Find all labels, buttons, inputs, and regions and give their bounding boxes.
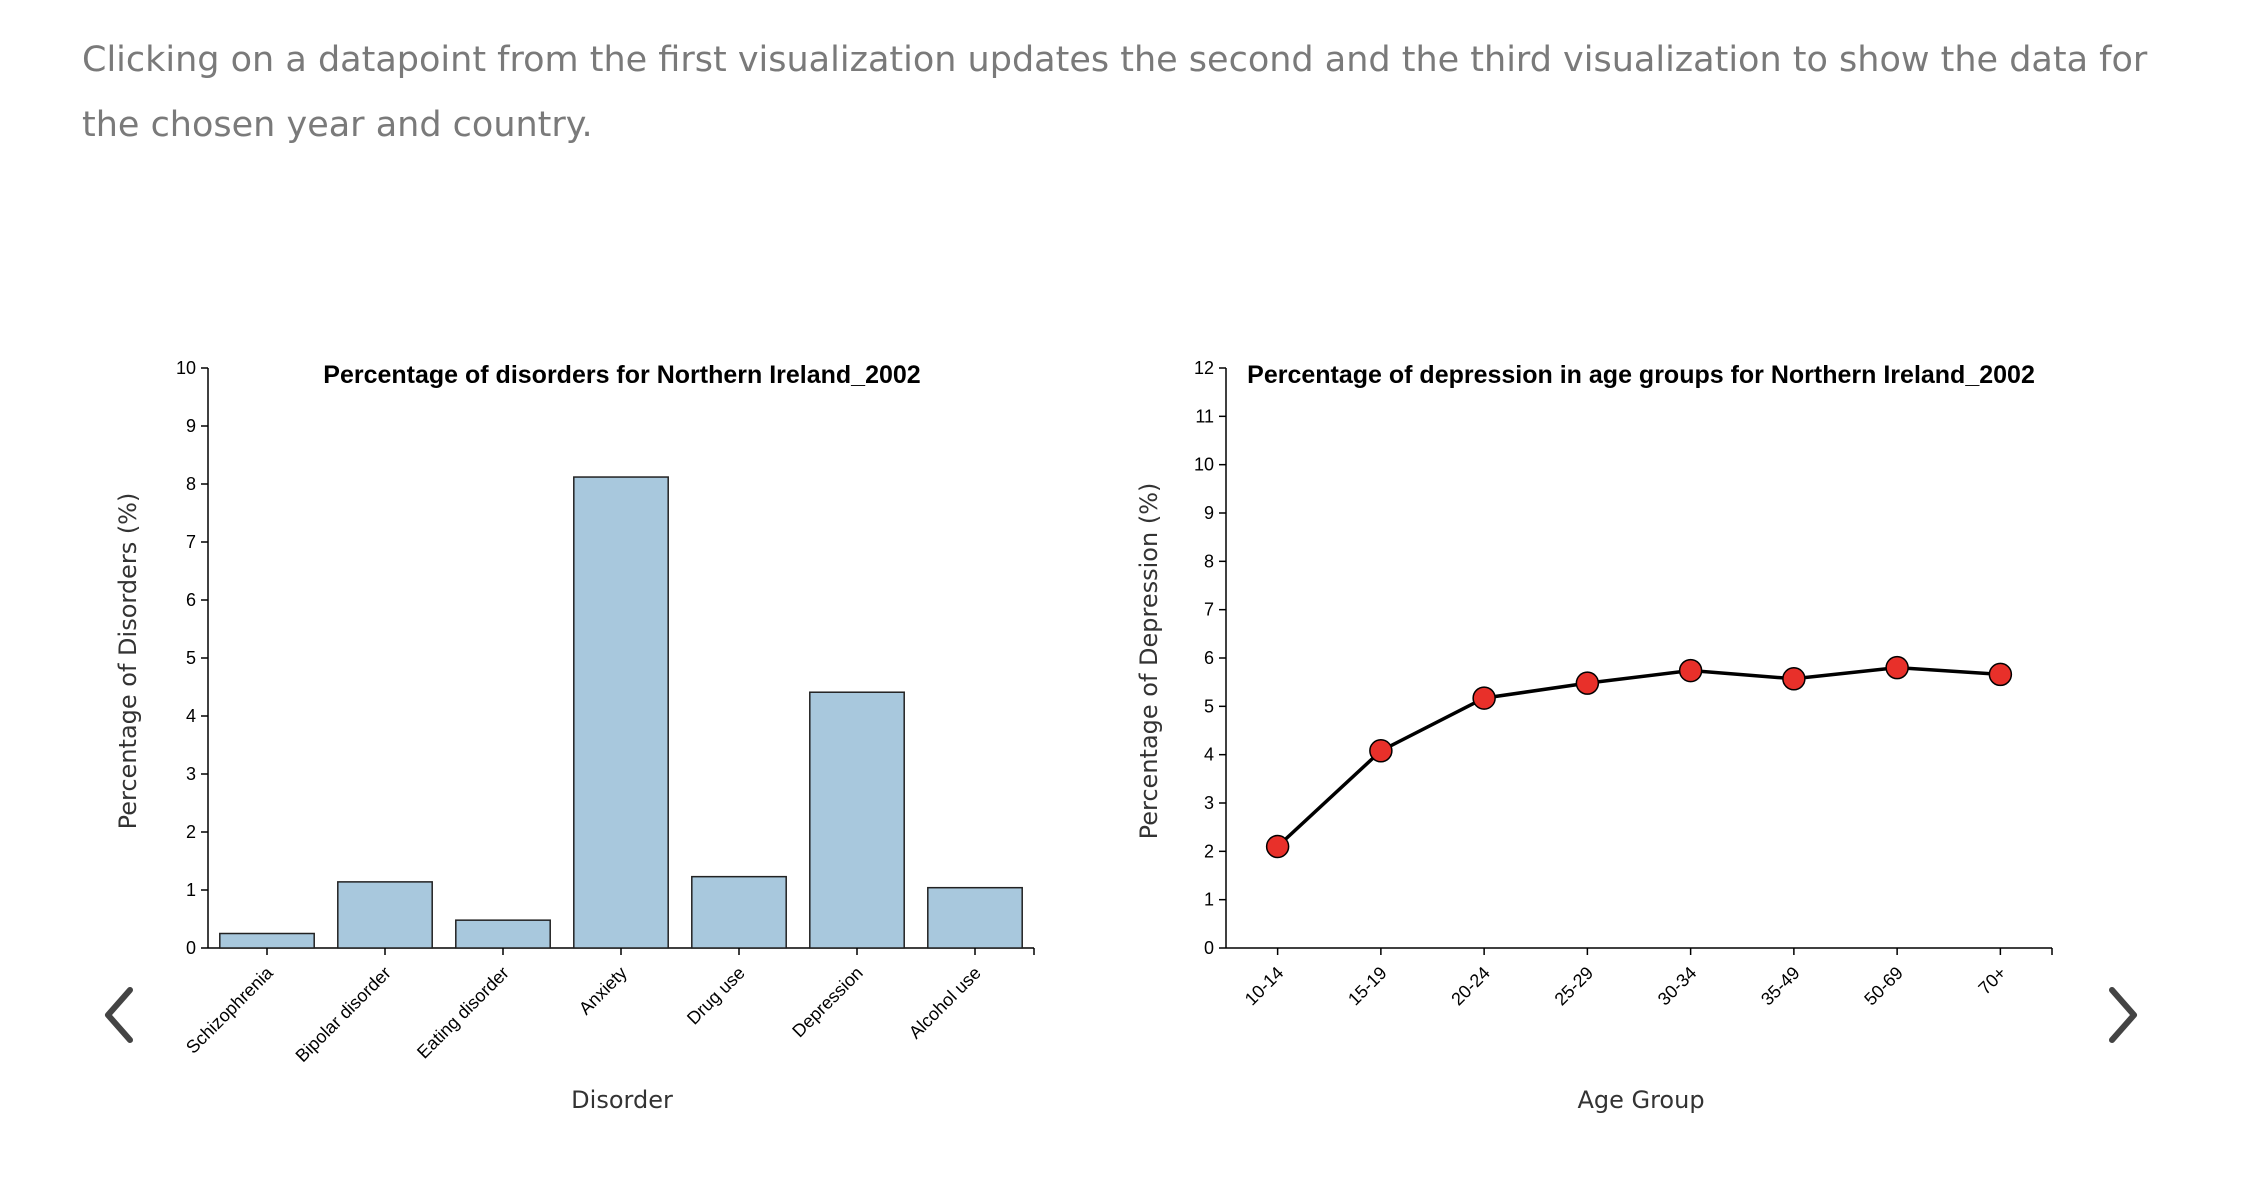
bar-y-tick-label: 6 [186, 590, 196, 610]
data-point-30-34[interactable] [1678, 658, 1703, 683]
data-point-20-24[interactable] [1472, 686, 1496, 710]
bar-drug-use[interactable] [691, 875, 787, 949]
bar-chart-ylabel: Percentage of Disorders (%) [114, 493, 142, 830]
line-y-tick-label: 9 [1204, 503, 1214, 523]
line-x-tick-label: 25-29 [1551, 963, 1598, 1010]
line-y-tick-label: 8 [1204, 551, 1214, 571]
bar-y-tick-label: 1 [186, 880, 196, 900]
line-x-tick-label: 70+ [1974, 963, 2010, 999]
line-y-tick-label: 11 [1195, 406, 1214, 426]
line-y-tick-label: 6 [1204, 648, 1214, 668]
bar-x-tick-label: Eating disorder [413, 963, 513, 1063]
bar-bipolar-disorder[interactable] [337, 881, 433, 949]
next-slide-button[interactable] [2090, 980, 2150, 1050]
bar-schizophrenia[interactable] [219, 932, 315, 949]
line-chart-xlabel: Age Group [1577, 1086, 1704, 1114]
line-y-tick-label: 12 [1194, 358, 1214, 378]
line-x-tick-label: 15-19 [1344, 963, 1391, 1010]
data-point-25-29[interactable] [1575, 671, 1600, 695]
bar-y-tick-label: 9 [186, 416, 196, 436]
chevron-right-icon [2109, 987, 2137, 1043]
bar-y-tick-label: 5 [186, 648, 196, 668]
bar-y-tick-label: 10 [176, 358, 196, 378]
intro-text: Clicking on a datapoint from the first v… [82, 40, 2148, 145]
bar-chart-xlabel: Disorder [571, 1086, 673, 1114]
bar-y-tick-label: 0 [186, 938, 196, 958]
line-chart-title: Percentage of depression in age groups f… [1247, 361, 2035, 389]
line-x-tick-label: 30-34 [1654, 963, 1701, 1010]
bar-x-tick-label: Depression [788, 963, 867, 1042]
bar-alcohol-use[interactable] [927, 886, 1023, 949]
bar-y-tick-label: 2 [186, 822, 196, 842]
line-y-tick-label: 3 [1204, 793, 1214, 813]
line-y-tick-label: 5 [1204, 696, 1214, 716]
line-y-tick-label: 10 [1194, 455, 1214, 475]
line-chart-ylabel: Percentage of Depression (%) [1135, 483, 1163, 840]
bar-y-tick-label: 8 [186, 474, 196, 494]
bar-x-tick-label: Anxiety [575, 963, 631, 1019]
line-y-tick-label: 4 [1204, 745, 1214, 765]
data-point-35-49[interactable] [1782, 667, 1806, 691]
line-y-tick-label: 7 [1204, 600, 1214, 620]
data-point-15-19[interactable] [1369, 739, 1393, 763]
bar-chart-title: Percentage of disorders for Northern Ire… [323, 361, 920, 389]
bar-x-tick-label: Drug use [683, 963, 749, 1029]
data-point-50-69[interactable] [1885, 655, 1909, 680]
line-x-tick-label: 20-24 [1447, 963, 1494, 1010]
line-x-tick-label: 35-49 [1757, 963, 1804, 1010]
bar-y-tick-label: 3 [186, 764, 196, 784]
line-x-tick-label: 50-69 [1860, 963, 1907, 1010]
data-point-10-14[interactable] [1265, 834, 1290, 859]
chevron-left-icon [105, 987, 133, 1043]
line-y-tick-label: 2 [1204, 841, 1214, 861]
bar-y-tick-label: 4 [186, 706, 196, 726]
bar-y-tick-label: 7 [186, 532, 196, 552]
bar-anxiety[interactable] [573, 476, 669, 949]
data-point-70+[interactable] [1988, 662, 2013, 687]
prev-slide-button[interactable] [92, 980, 152, 1050]
line-y-tick-label: 0 [1204, 938, 1214, 958]
bar-depression[interactable] [809, 691, 905, 949]
bar-x-tick-label: Alcohol use [905, 963, 985, 1043]
bar-eating-disorder[interactable] [455, 919, 551, 949]
line-y-tick-label: 1 [1204, 890, 1214, 910]
bar-x-tick-label: Schizophrenia [182, 962, 278, 1058]
bar-x-tick-label: Bipolar disorder [292, 963, 395, 1066]
line-x-tick-label: 10-14 [1241, 963, 1288, 1010]
depression-series-line [1276, 665, 2001, 848]
